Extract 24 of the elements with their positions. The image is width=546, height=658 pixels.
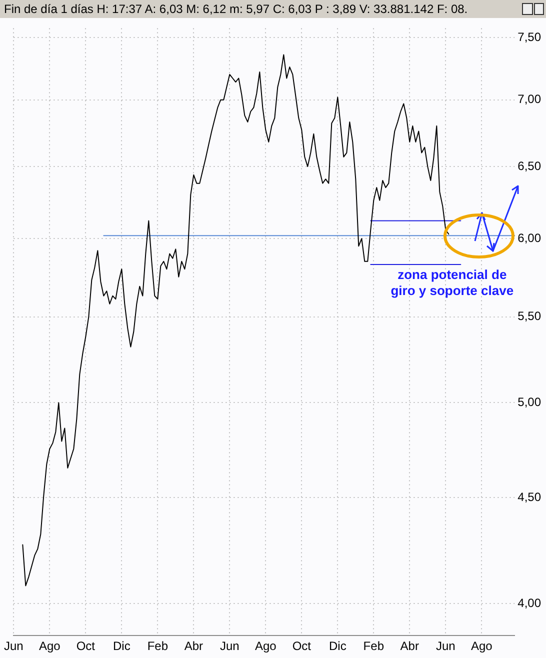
x-tick-label: Oct [76,639,96,654]
x-tick-label: Oct [292,639,312,654]
y-tick-label: 7,50 [518,30,542,44]
y-tick-label: 5,00 [518,395,542,410]
y-tick-label: 5,50 [518,309,542,324]
x-tick-label: Jun [4,639,24,654]
x-tick-label: Feb [147,639,168,654]
annotation: zona potencial de giro y soporte clave [390,266,514,298]
y-tick-label: 7,00 [518,92,542,106]
x-tick-label: Dic [328,639,346,654]
x-tick-label: Dic [112,639,130,654]
y-tick-label: 6,00 [518,230,542,245]
x-tick-label: Abr [184,639,204,654]
x-tick-label: Ago [254,639,277,654]
x-tick-label: Feb [363,639,384,654]
x-tick-label: Jun [436,639,456,654]
y-tick-label: 4,00 [518,596,542,610]
y-tick-label: 6,50 [518,158,542,173]
y-tick-label: 4,50 [518,490,542,504]
chart-title: Fin de día 1 días H: 17:37 A: 6,03 M: 6,12 m: 5,97 C: 6,03 P : 3,89 V: 33.881.142 F: 08. [4,1,468,18]
x-tick-label: Abr [400,639,419,654]
x-tick-label: Ago [470,639,493,654]
x-tick-label: Ago [38,639,61,654]
x-tick-label: Jun [220,639,240,654]
